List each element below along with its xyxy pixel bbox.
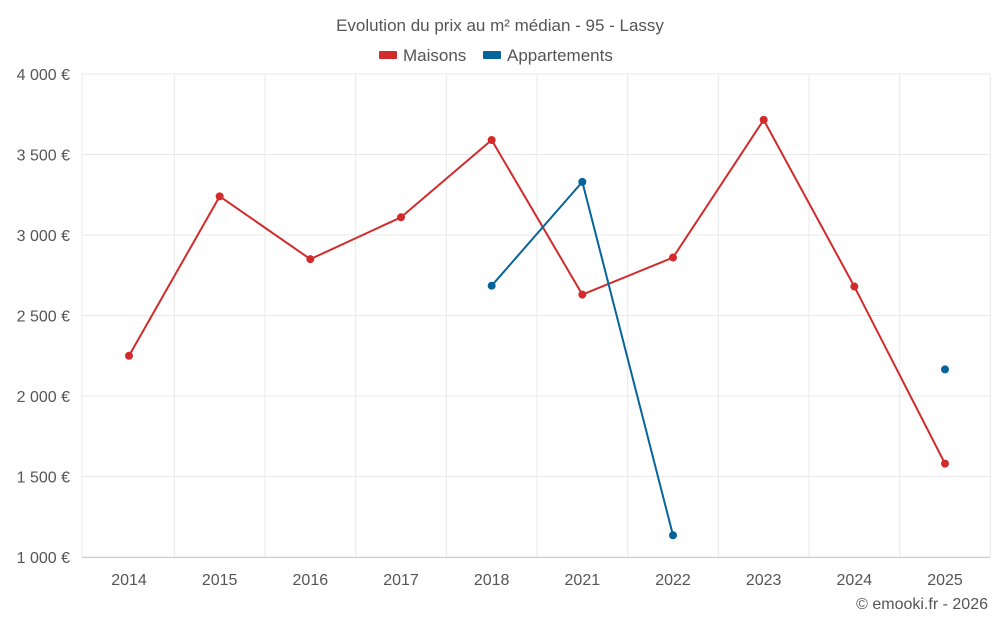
x-axis: 2014 2015 2016 2017 2018 2021 2022 2023 2024 2025 xyxy=(82,557,990,589)
x-tick-label: 2025 xyxy=(927,572,963,589)
data-point-maisons-2023[interactable] xyxy=(759,115,768,124)
y-axis: 1 000 € 1 500 € 2 000 € 2 500 € 3 000 € 3 500… xyxy=(17,67,70,567)
series-layer xyxy=(125,115,949,540)
data-point-maisons-2025[interactable] xyxy=(941,459,949,468)
legend: Maisons Appartements xyxy=(379,46,613,65)
data-point-maisons-2015[interactable] xyxy=(215,192,224,201)
data-point-appartements-2025[interactable] xyxy=(941,365,949,374)
legend-item-maisons[interactable]: Maisons xyxy=(379,46,466,65)
y-tick-label: 1 500 € xyxy=(17,470,70,487)
x-tick-label: 2024 xyxy=(837,572,873,589)
data-point-appartements-2022[interactable] xyxy=(669,531,677,540)
x-tick-label: 2017 xyxy=(383,572,419,589)
x-tick-label: 2014 xyxy=(111,572,147,589)
data-point-appartements-2018[interactable] xyxy=(487,281,496,290)
legend-label: Appartements xyxy=(507,46,613,65)
series-maisons xyxy=(125,115,949,468)
x-tick-label: 2015 xyxy=(202,572,238,589)
x-tick-label: 2018 xyxy=(474,572,510,589)
x-tick-label: 2021 xyxy=(565,572,601,589)
chart-title: Evolution du prix au m² médian - 95 - La… xyxy=(336,16,664,35)
data-point-maisons-2021[interactable] xyxy=(578,290,587,299)
legend-item-appartements[interactable]: Appartements xyxy=(483,46,613,65)
data-point-maisons-2022[interactable] xyxy=(669,253,677,262)
legend-swatch xyxy=(483,51,501,59)
y-tick-label: 3 500 € xyxy=(17,148,70,165)
y-tick-label: 3 000 € xyxy=(17,228,70,245)
data-point-appartements-2021[interactable] xyxy=(578,177,587,186)
data-point-maisons-2014[interactable] xyxy=(125,351,133,360)
y-tick-label: 2 000 € xyxy=(17,389,70,406)
legend-swatch xyxy=(379,51,397,59)
legend-label: Maisons xyxy=(403,46,466,65)
data-point-maisons-2018[interactable] xyxy=(487,136,496,145)
x-tick-label: 2016 xyxy=(293,572,329,589)
x-tick-label: 2023 xyxy=(746,572,782,589)
data-point-maisons-2024[interactable] xyxy=(850,282,859,291)
data-point-maisons-2017[interactable] xyxy=(397,213,405,222)
credit-text: © emooki.fr - 2026 xyxy=(856,596,988,613)
series-appartements xyxy=(487,177,949,540)
series-line-maisons xyxy=(128,118,946,465)
y-tick-label: 2 500 € xyxy=(17,309,70,326)
y-tick-label: 1 000 € xyxy=(17,550,70,567)
data-point-maisons-2016[interactable] xyxy=(306,255,315,264)
grid-lines xyxy=(81,73,991,558)
x-tick-label: 2022 xyxy=(655,572,691,589)
y-tick-label: 4 000 € xyxy=(17,67,70,84)
